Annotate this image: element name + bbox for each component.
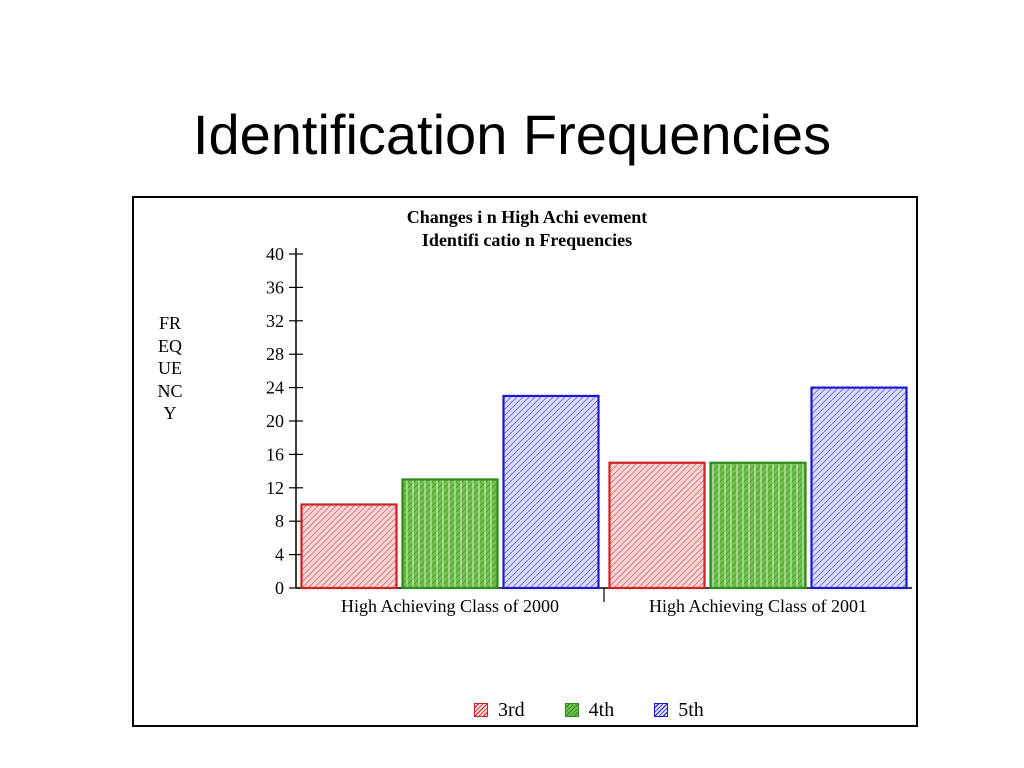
slide-title: Identification Frequencies [192,103,832,166]
legend-swatch [654,703,669,717]
y-tick-label: 20 [266,411,284,431]
y-axis-label: FREQUENCY [157,313,183,424]
bar-chart-plot: 0 4 8 12 16 20 24 28 32 36 40 High Achieving Class … [266,244,912,616]
x-tick-label: High Achieving Class of 2000 [341,596,559,616]
bar-5th-0 [502,394,600,590]
y-tick-label: 0 [275,578,284,598]
legend-swatch [474,703,488,717]
bar-4th-0 [401,478,499,590]
y-tick-label: 32 [266,311,284,331]
bar-4th-1 [709,461,807,590]
y-tick-label: 12 [266,478,284,498]
legend-item-5th: 5th [654,699,704,722]
y-tick-label: 40 [266,244,284,264]
y-tick-label: 4 [275,545,284,565]
bar-5th-1 [810,386,908,590]
legend-label: 5th [678,698,704,721]
bar-3rd-1 [608,461,706,590]
bar-3rd-0 [300,503,398,590]
y-tick-label: 8 [275,511,284,531]
chart-legend: 3rd 4th 5th [474,697,704,723]
y-tick-label: 24 [266,378,284,398]
legend-item-3rd: 3rd [474,699,525,722]
y-tick-label: 16 [266,444,284,464]
legend-item-4th: 4th [564,698,615,722]
legend-swatch [564,703,579,717]
chart-title-line2: Identifi catio n Frequencies [421,230,633,250]
x-tick-label: High Achieving Class of 2001 [649,596,867,616]
legend-label: 3rd [498,698,525,721]
chart-title-line1: Changes i n High Achi evement [406,207,648,227]
chart-frame: Changes i n High Achi evement Identifi c… [132,196,918,727]
chart-title: Changes i n High Achi evement Identifi c… [134,206,920,252]
legend-label: 4th [588,698,615,721]
y-tick-label: 36 [266,277,284,297]
y-tick-label: 28 [266,344,284,364]
